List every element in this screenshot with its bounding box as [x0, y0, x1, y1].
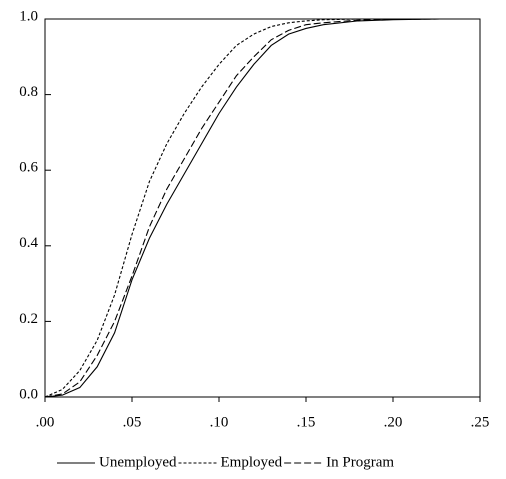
legend-label: In Program: [326, 454, 394, 470]
y-tick-label: 0.4: [19, 235, 38, 251]
x-tick-label: .20: [384, 414, 403, 430]
x-tick-label: .00: [36, 414, 55, 430]
x-tick-label: .10: [210, 414, 229, 430]
y-tick-label: 0.6: [19, 160, 38, 176]
legend-label: Employed: [220, 454, 282, 470]
x-tick-label: .15: [297, 414, 316, 430]
y-tick-label: 0.2: [19, 311, 38, 327]
x-tick-label: .25: [471, 414, 490, 430]
series-line: [44, 18, 440, 398]
y-tick-label: 0.8: [19, 84, 38, 100]
plot-frame: [44, 18, 481, 398]
series-line: [44, 18, 440, 398]
x-tick-label: .05: [123, 414, 142, 430]
y-tick-label: 1.0: [19, 8, 38, 24]
series-line: [44, 18, 440, 398]
legend-label: Unemployed: [99, 454, 177, 470]
y-tick-label: 0.0: [19, 386, 38, 402]
